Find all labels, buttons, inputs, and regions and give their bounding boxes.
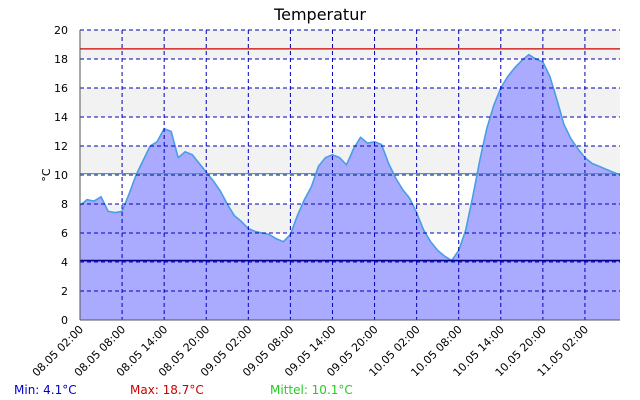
y-axis-label: °C: [40, 168, 53, 182]
y-tick-label: 0: [61, 314, 68, 327]
grid-layer: [80, 29, 620, 320]
y-tick-label: 6: [61, 227, 68, 240]
y-tick-label: 4: [61, 256, 68, 269]
y-tick-labels: 0 2 4 6 8 10 12 14 16 18 20: [54, 24, 68, 327]
y-tick-label: 14: [54, 111, 68, 124]
series-area-layer: [79, 53, 621, 321]
series-area: [80, 54, 620, 321]
mean-stat: Mittel: 10.1°C: [270, 383, 353, 397]
series-line: [79, 53, 621, 262]
max-stat: Max: 18.7°C: [130, 383, 204, 397]
background-band: [80, 30, 620, 59]
axes: [79, 30, 620, 321]
reference-lines: [80, 48, 620, 262]
y-tick-label: 8: [61, 198, 68, 211]
chart-title: Temperatur: [273, 5, 366, 24]
y-tick-label: 20: [54, 24, 68, 37]
min-stat: Min: 4.1°C: [14, 383, 77, 397]
y-tick-label: 2: [61, 285, 68, 298]
y-tick-label: 10: [54, 169, 68, 182]
y-tick-label: 16: [54, 82, 68, 95]
y-tick-label: 18: [54, 53, 68, 66]
y-tick-label: 12: [54, 140, 68, 153]
